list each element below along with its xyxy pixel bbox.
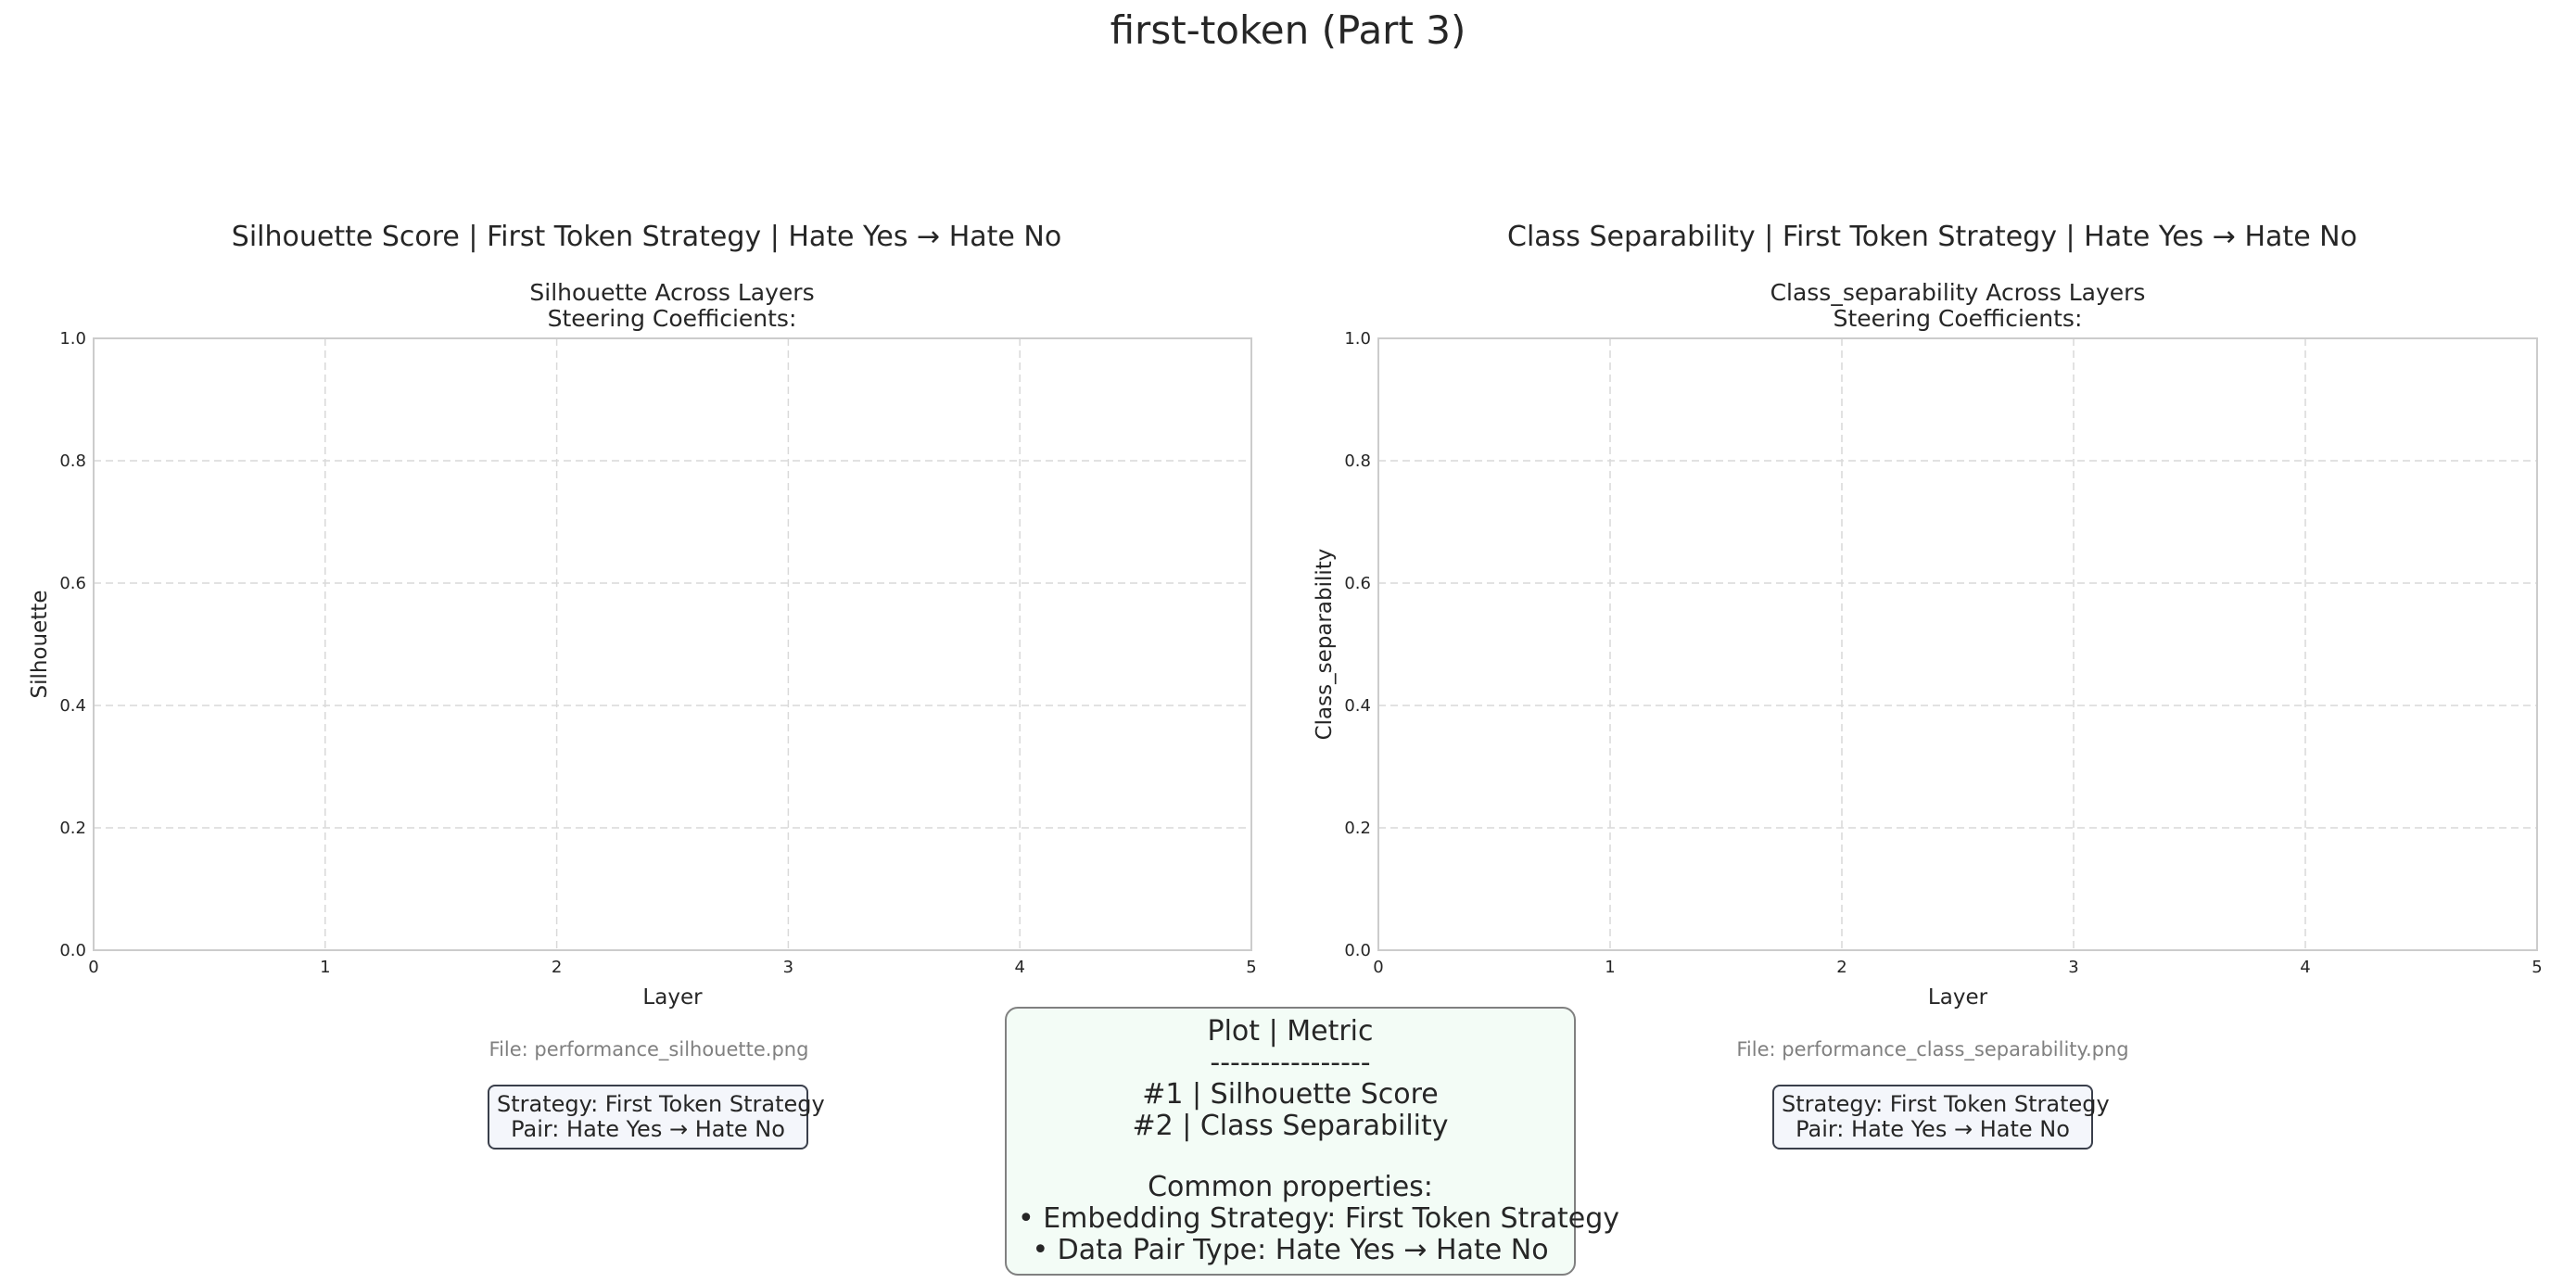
chart-subtitle-class-separability: Steering Coefficients:	[1833, 305, 2083, 332]
y-tick-label: 0.6	[1344, 574, 1371, 593]
y-tick-label: 0.4	[1344, 696, 1371, 716]
y-tick-label: 0.8	[59, 451, 86, 471]
x-tick-label: 5	[2532, 958, 2542, 977]
y-tick-label: 0.0	[1344, 941, 1371, 960]
legend-heading: Plot | Metric	[1207, 1015, 1374, 1048]
legend-row: #1 | Silhouette Score	[1142, 1078, 1439, 1111]
panel-title-class-separability: Class Separability | First Token Strateg…	[1507, 221, 2357, 253]
x-axis-label: Layer	[1928, 985, 1988, 1010]
info-box-class-separability: Strategy: First Token Strategy Pair: Hat…	[1772, 1085, 2110, 1150]
info-strategy: Strategy: First Token Strategy	[497, 1091, 825, 1117]
plot-frame	[93, 337, 1252, 951]
y-tick-label: 0.4	[59, 696, 86, 716]
page-title: first-token (Part 3)	[1110, 7, 1466, 53]
x-tick-label: 0	[88, 958, 98, 977]
y-axis-label: Silhouette	[28, 591, 52, 699]
x-tick-label: 2	[552, 958, 562, 977]
legend-rule: ----------------	[1210, 1047, 1371, 1079]
x-tick-label: 4	[1014, 958, 1024, 977]
chart-title-silhouette: Silhouette Across Layers	[529, 279, 815, 306]
x-tick-label: 5	[1246, 958, 1256, 977]
info-box-silhouette: Strategy: First Token Strategy Pair: Hat…	[488, 1085, 825, 1150]
file-label-silhouette: File: performance_silhouette.png	[489, 1038, 809, 1061]
info-pair: Pair: Hate Yes → Hate No	[1796, 1116, 2070, 1142]
y-tick-label: 0.0	[59, 941, 86, 960]
legend-box: Plot | Metric ---------------- #1 | Silh…	[1005, 1007, 1620, 1276]
chart-subtitle-silhouette: Steering Coefficients:	[547, 305, 797, 332]
y-tick-label: 1.0	[1344, 329, 1371, 349]
x-tick-label: 3	[783, 958, 793, 977]
legend-common-heading: Common properties:	[1148, 1171, 1433, 1203]
y-tick-label: 1.0	[59, 329, 86, 349]
info-pair: Pair: Hate Yes → Hate No	[511, 1116, 785, 1142]
plot-frame	[1377, 337, 2538, 951]
x-tick-label: 2	[1836, 958, 1846, 977]
x-tick-label: 3	[2068, 958, 2078, 977]
panel-title-silhouette: Silhouette Score | First Token Strategy …	[231, 221, 1062, 253]
file-label-class-separability: File: performance_class_separability.png	[1736, 1038, 2129, 1061]
x-tick-label: 1	[320, 958, 330, 977]
chart-title-class-separability: Class_separability Across Layers	[1770, 279, 2146, 306]
y-tick-label: 0.2	[59, 819, 86, 838]
legend-row: #2 | Class Separability	[1132, 1110, 1449, 1142]
y-axis-label: Class_separability	[1313, 549, 1337, 741]
x-axis-label: Layer	[642, 985, 703, 1010]
y-tick-label: 0.8	[1344, 451, 1371, 471]
x-tick-label: 1	[1605, 958, 1615, 977]
info-strategy: Strategy: First Token Strategy	[1782, 1091, 2110, 1117]
legend-common-row: • Data Pair Type: Hate Yes → Hate No	[1032, 1234, 1549, 1266]
y-tick-label: 0.2	[1344, 819, 1371, 838]
y-tick-label: 0.6	[59, 574, 86, 593]
legend-common-row: • Embedding Strategy: First Token Strate…	[1018, 1202, 1620, 1235]
x-tick-label: 4	[2300, 958, 2310, 977]
x-tick-label: 0	[1373, 958, 1383, 977]
